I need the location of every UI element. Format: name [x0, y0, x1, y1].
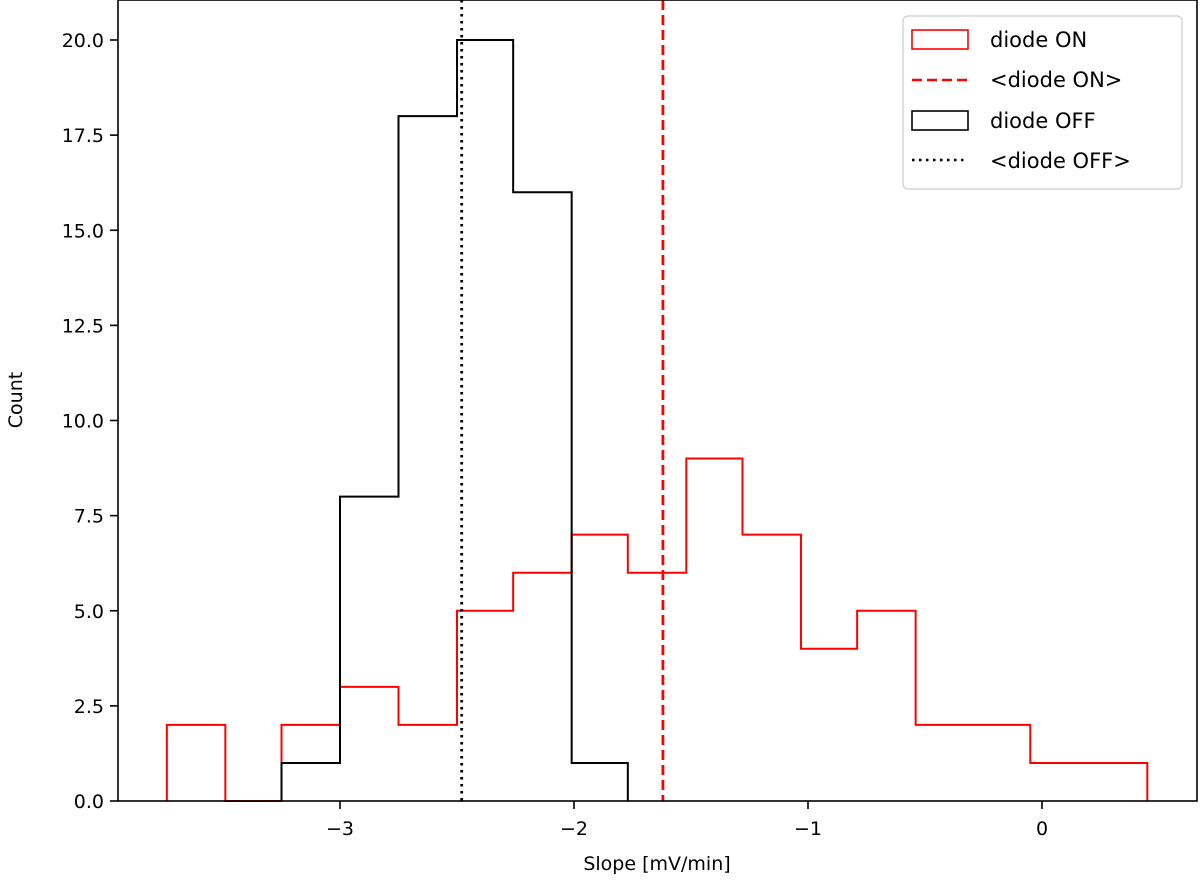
diode-off-histogram	[280, 39, 629, 801]
y-tick-label: 2.5	[74, 696, 104, 718]
x-tick-label: −2	[560, 818, 588, 840]
legend-item-diode-off: diode OFF	[911, 109, 1096, 133]
legend-box	[902, 15, 1183, 190]
x-tick-label: −1	[794, 818, 822, 840]
legend-item-diode-off-mean: <diode OFF>	[912, 149, 1131, 173]
legend-item-diode-on: diode ON	[911, 28, 1087, 52]
y-axis-label: Count	[5, 372, 27, 428]
legend: diode ON <diode ON> diode OFF <diode OFF…	[902, 15, 1183, 190]
x-tick-label: −3	[326, 818, 354, 840]
y-tick-label: 12.5	[62, 315, 104, 337]
x-axis-label: Slope [mV/min]	[583, 853, 730, 875]
y-tick-label: 10.0	[62, 411, 104, 433]
y-tick-label: 20.0	[62, 30, 104, 52]
legend-item-diode-on-mean: <diode ON>	[912, 68, 1122, 92]
y-axis: 0.0 2.5 5.0 7.5 10.0 12.5 15.0 17.5 20.0	[62, 30, 118, 813]
plot-area	[165, 39, 1149, 802]
legend-label: <diode ON>	[990, 68, 1122, 92]
y-tick-label: 17.5	[62, 125, 104, 147]
plot-frame	[117, 0, 1198, 802]
y-tick-label: 0.0	[74, 791, 104, 813]
diode-on-histogram	[165, 457, 1149, 802]
legend-label: <diode OFF>	[990, 149, 1131, 173]
legend-label: diode ON	[990, 28, 1087, 52]
legend-label: diode OFF	[990, 109, 1096, 133]
x-axis: −3 −2 −1 0	[326, 801, 1048, 840]
y-tick-label: 7.5	[74, 506, 104, 528]
y-tick-label: 5.0	[74, 601, 104, 623]
black-box-swatch-icon	[911, 110, 969, 131]
mean-lines	[460, 0, 665, 801]
x-tick-label: 0	[1036, 818, 1048, 840]
red-box-swatch-icon	[911, 29, 969, 50]
y-tick-label: 15.0	[62, 220, 104, 242]
